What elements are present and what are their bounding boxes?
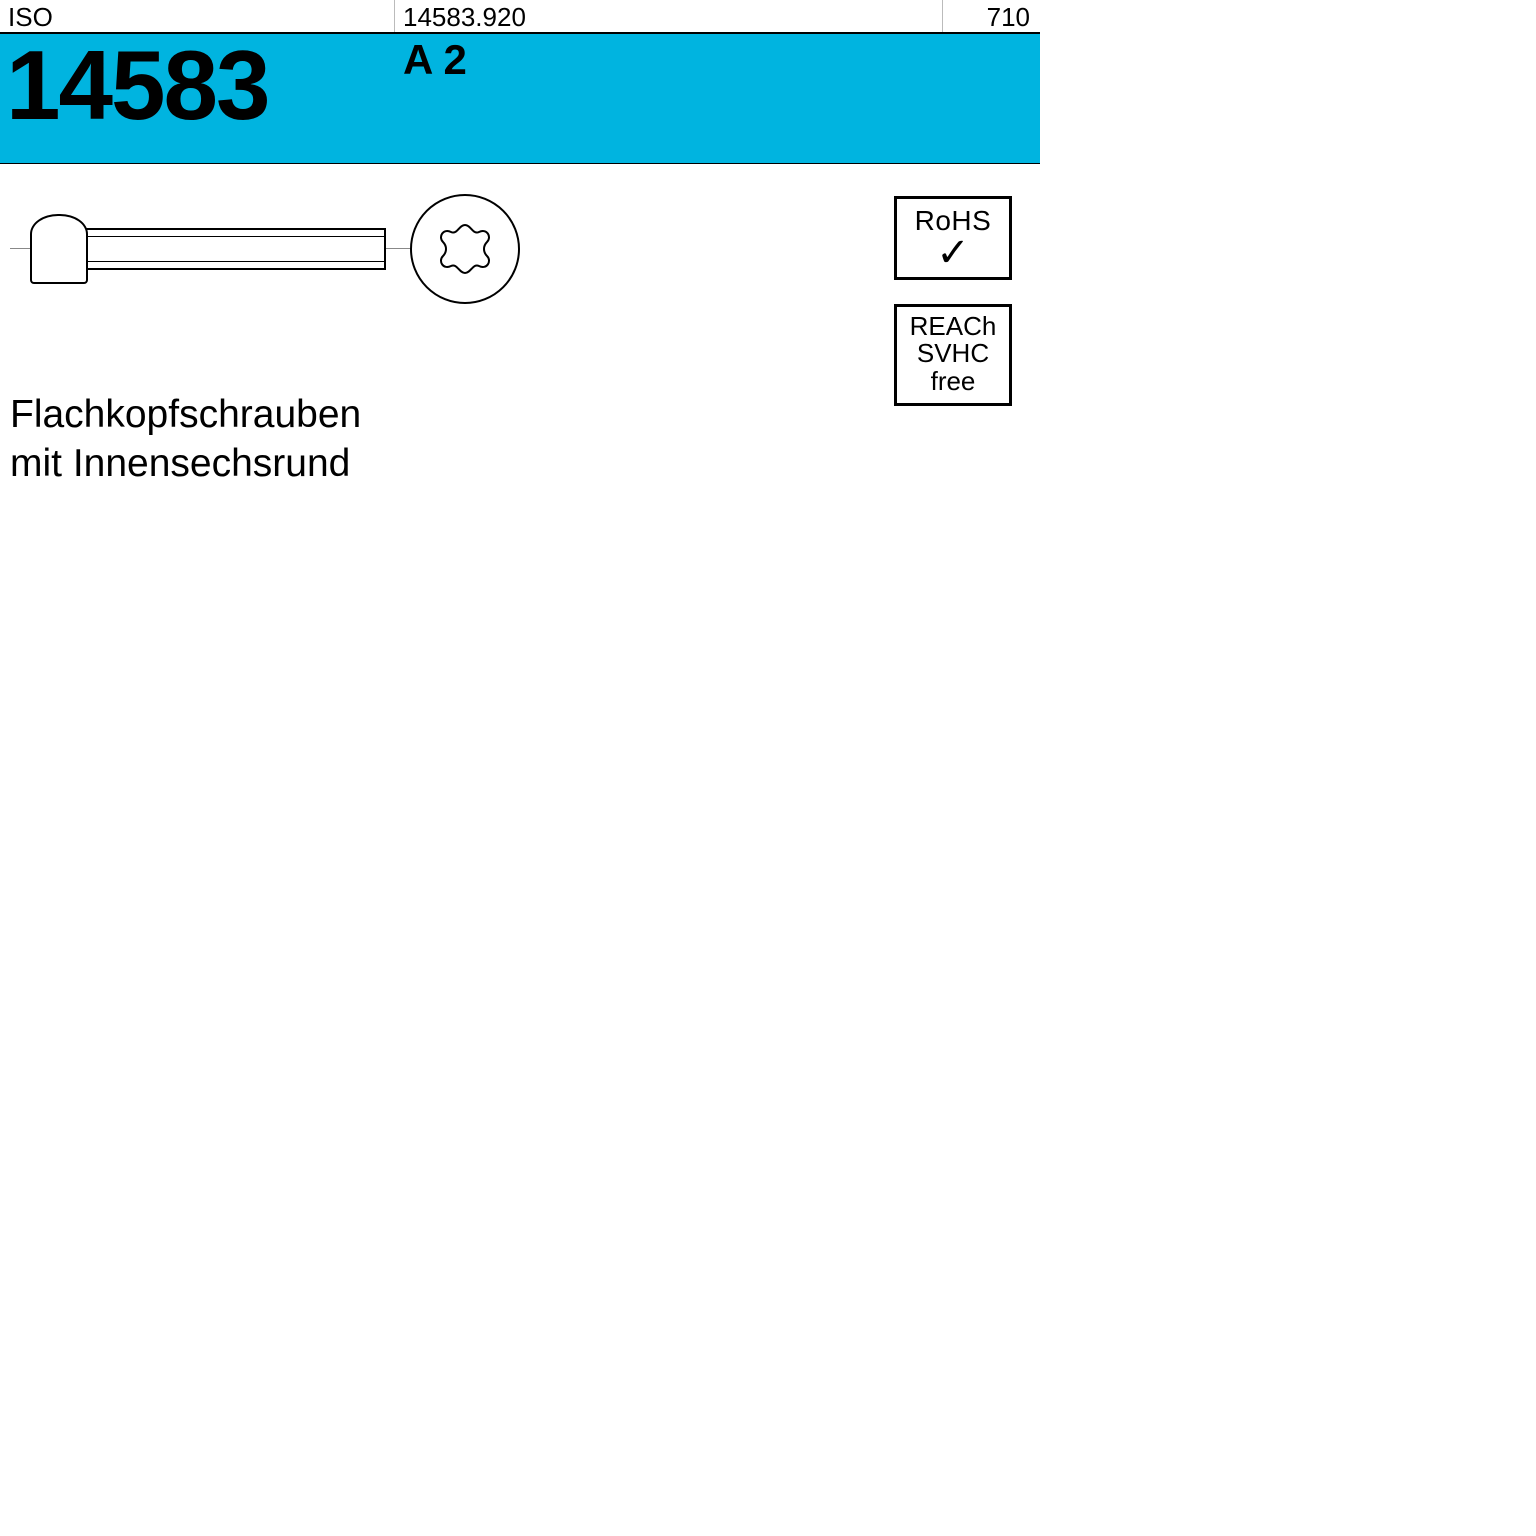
reach-line-1: REACh: [901, 313, 1005, 340]
compliance-badges: RoHS ✓ REACh SVHC free: [894, 196, 1022, 430]
header-page-number: 710: [943, 0, 1040, 32]
screw-head-front: [410, 194, 526, 310]
datasheet-page: ISO 14583.920 710 14583 A 2 Flachkopfsch…: [0, 0, 1040, 1040]
header-code: 14583.920: [395, 0, 943, 32]
technical-drawing: [10, 186, 530, 321]
torx-icon: [432, 216, 498, 282]
rohs-badge: RoHS ✓: [894, 196, 1012, 280]
checkmark-icon: ✓: [901, 237, 1005, 269]
screw-shaft: [86, 228, 386, 270]
body-area: Flachkopfschrauben mit Innensechsrund: [0, 164, 1040, 499]
header-row: ISO 14583.920 710: [0, 0, 1040, 34]
description-line-1: Flachkopfschrauben: [10, 391, 1030, 440]
screw-head-side: [30, 214, 88, 284]
standard-number: 14583: [0, 34, 395, 163]
reach-badge: REACh SVHC free: [894, 304, 1012, 406]
header-standard-org: ISO: [0, 0, 395, 32]
description-line-2: mit Innensechsrund: [10, 440, 1030, 489]
material-grade: A 2: [395, 34, 467, 163]
title-band: 14583 A 2: [0, 34, 1040, 164]
product-description: Flachkopfschrauben mit Innensechsrund: [10, 391, 1030, 489]
reach-line-3: free: [901, 368, 1005, 395]
head-outline-circle: [410, 194, 520, 304]
reach-line-2: SVHC: [901, 340, 1005, 367]
